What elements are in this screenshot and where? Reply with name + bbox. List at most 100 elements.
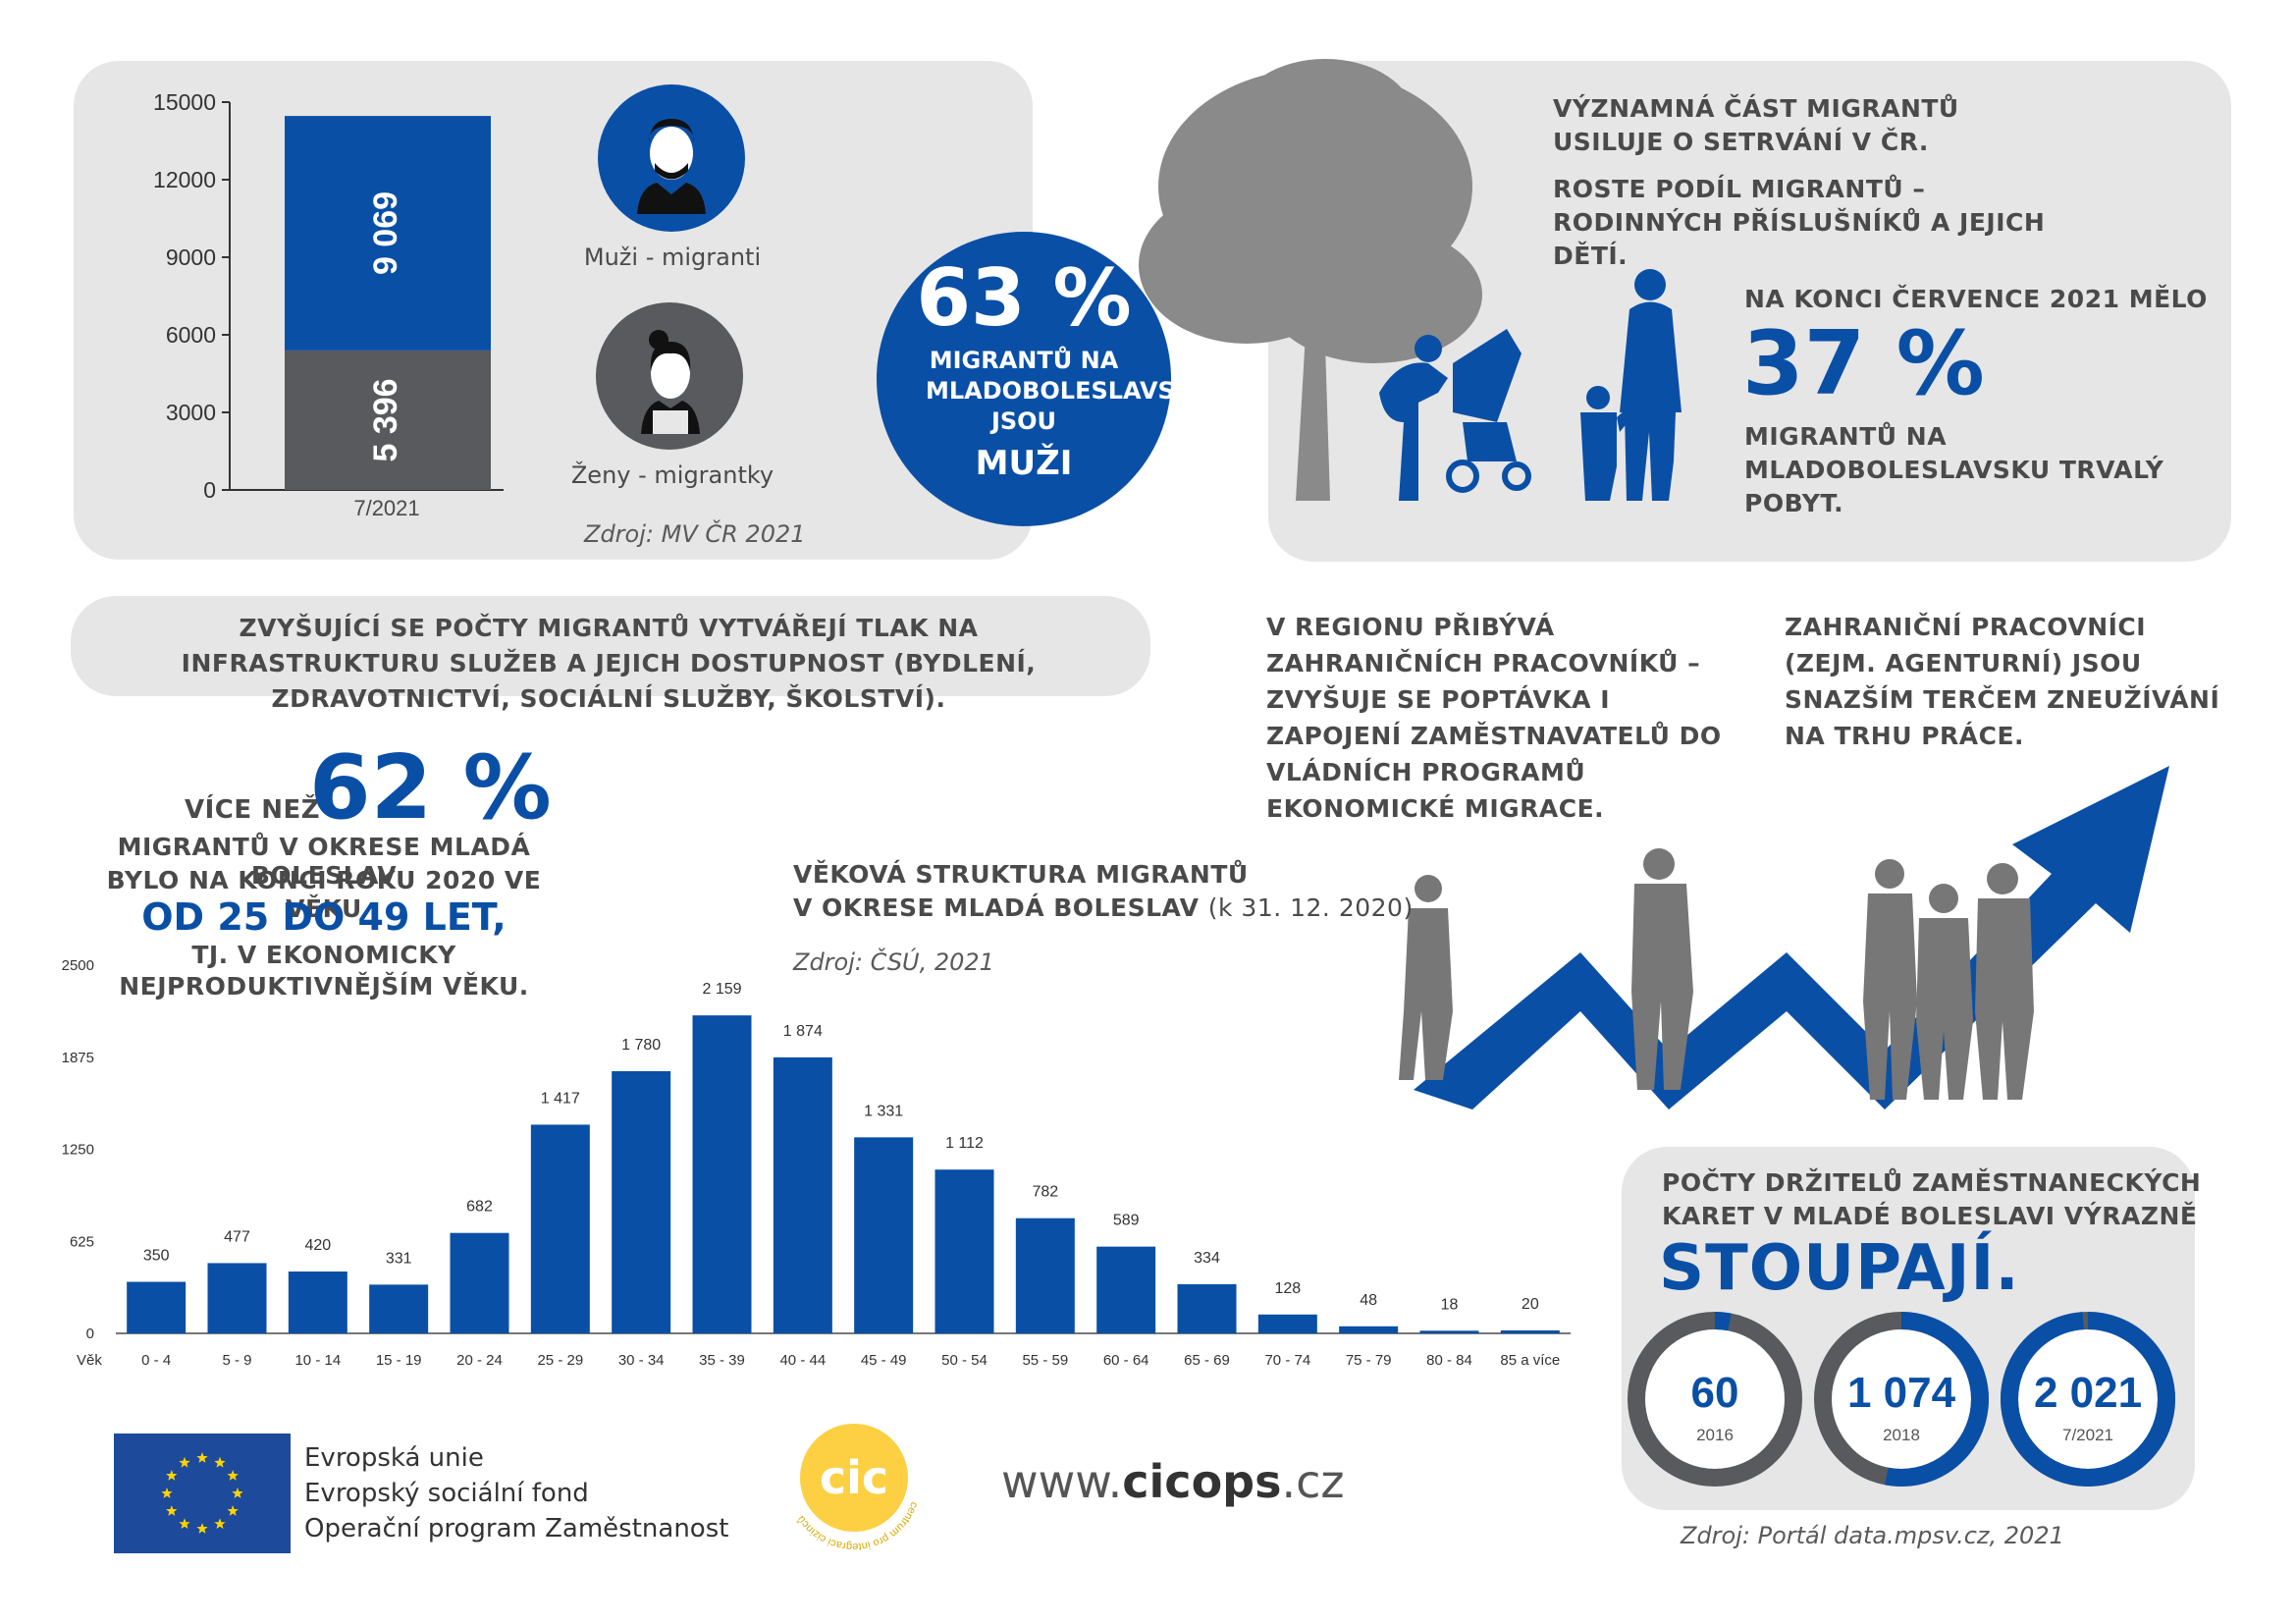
age-bar <box>127 1281 187 1333</box>
age-category-label: 50 - 54 <box>941 1352 988 1369</box>
svg-text:centrum pro integraci cizinců: centrum pro integraci cizinců <box>795 1500 920 1551</box>
cards-donuts: 60 2016 1 074 2018 2 021 7/2021 <box>1628 1312 2175 1487</box>
residence-intro: NA KONCI ČERVENCE 2021 MĚLO <box>1744 285 2208 313</box>
age-bar-value-label: 1 780 <box>621 1037 661 1054</box>
age-bar-value-label: 18 <box>1441 1296 1459 1313</box>
age-bar <box>773 1056 832 1333</box>
age-bar-value-label: 1 417 <box>541 1090 580 1107</box>
age-bar <box>288 1272 347 1333</box>
website-suffix: .cz <box>1281 1455 1345 1508</box>
age-bar-value-label: 1 331 <box>864 1103 903 1119</box>
pressure-panel <box>71 596 1150 696</box>
cic-logo-text: cic <box>819 1451 889 1504</box>
age-bar <box>612 1071 671 1333</box>
age-bar <box>854 1137 914 1333</box>
age-bar-value-label: 2 159 <box>702 981 741 998</box>
age-bar-value-label: 20 <box>1522 1296 1539 1313</box>
cic-logo-icon <box>800 1424 908 1532</box>
donut-value: 1 074 <box>1847 1369 1956 1417</box>
age-stat-percent: 62 % <box>309 736 552 839</box>
eu-line-2: Evropský sociální fond <box>304 1479 589 1508</box>
gender-y-tick-label: 9000 <box>166 244 216 270</box>
age-bar-value-label: 350 <box>143 1248 170 1265</box>
eu-star-icon <box>227 1470 239 1481</box>
age-stat-prefix: VÍCE NEŽ <box>185 795 321 825</box>
growth-arrow-illustration <box>1399 766 2169 1110</box>
eu-star-icon <box>166 1470 178 1481</box>
age-chart-title-2-main: V OKRESE MLADÁ BOLESLAV <box>793 893 1200 922</box>
family-silhouette-icon <box>1379 269 1682 501</box>
eu-star-icon <box>214 1518 226 1529</box>
gender-bar-value-label: 5 396 <box>367 378 404 461</box>
age-y-tick-label: 1875 <box>62 1050 94 1066</box>
age-stat-range: OD 25 DO 49 LET, <box>141 895 507 939</box>
age-category-label: 30 - 34 <box>618 1352 665 1369</box>
age-stat-line-4: NEJPRODUKTIVNĚJŠÍM VĚKU. <box>119 972 529 1001</box>
age-bar-value-label: 1 874 <box>783 1023 823 1040</box>
men-percent-word: MUŽI <box>975 443 1073 483</box>
residence-text: MIGRANTŮ NA MLADOBOLESLAVSKU TRVALÝ POBY… <box>1744 422 2164 517</box>
gender-bar-segment <box>285 116 491 351</box>
gender-chart-bars: 5 396 9 069 <box>285 116 491 490</box>
eu-star-icon <box>179 1456 190 1468</box>
age-bar <box>1339 1326 1399 1333</box>
age-category-label: 75 - 79 <box>1346 1352 1392 1369</box>
tree-illustration <box>1139 59 1482 501</box>
age-category-label: 40 - 44 <box>779 1352 826 1369</box>
gender-bar-segment <box>285 350 491 490</box>
eu-star-icon <box>166 1505 178 1516</box>
age-bar-value-label: 782 <box>1032 1184 1058 1201</box>
age-chart-title-1: VĚKOVÁ STRUKTURA MIGRANTŮ <box>793 860 1249 889</box>
gender-bar-value-label: 9 069 <box>367 191 404 275</box>
donut-fill <box>1814 1312 1989 1487</box>
age-category-label: 65 - 69 <box>1184 1352 1230 1369</box>
website-prefix: www. <box>1001 1455 1123 1508</box>
eu-star-icon <box>214 1456 226 1468</box>
website-link[interactable]: www.cicops.cz <box>1001 1455 1345 1508</box>
age-bar-value-label: 331 <box>386 1250 412 1267</box>
age-stat-line-2: BYLO NA KONCI ROKU 2020 VE VĚKU <box>106 866 542 923</box>
age-category-label: 5 - 9 <box>222 1352 251 1369</box>
age-chart-title-2: V OKRESE MLADÁ BOLESLAV (k 31. 12. 2020) <box>793 893 1414 922</box>
age-bar <box>1419 1330 1479 1333</box>
cic-logo-ring: centrum pro integraci cizinců <box>795 1500 920 1551</box>
eu-star-icon <box>232 1488 243 1498</box>
eu-flag-icon <box>114 1434 291 1553</box>
women-label: Ženy - migrantky <box>570 461 774 489</box>
age-category-label: 0 - 4 <box>141 1352 171 1369</box>
eu-star-icon <box>196 1523 208 1534</box>
age-category-label: 20 - 24 <box>456 1352 503 1369</box>
men-avatar-icon <box>598 84 745 232</box>
family-line-1: VÝZNAMNÁ ČÁST MIGRANTŮ USILUJE O SETRVÁN… <box>1553 94 1959 156</box>
gender-y-tick-label: 0 <box>203 477 216 503</box>
eu-star-icon <box>179 1518 190 1529</box>
age-chart-axis: 0 625 1250 1875 2500 <box>62 957 1571 1342</box>
gender-y-tick-label: 15000 <box>153 89 216 115</box>
residence-percent: 37 % <box>1742 312 1985 415</box>
age-bar-value-label: 1 112 <box>945 1135 984 1152</box>
men-percent-text: MIGRANTŮ NA MLADOBOLESLAVSKU JSOU <box>926 347 1212 436</box>
age-category-label: 35 - 39 <box>699 1352 745 1369</box>
donut-year: 7/2021 <box>2062 1426 2113 1444</box>
age-bar-value-label: 477 <box>224 1228 250 1245</box>
gender-chart: 0 3000 6000 9000 12000 15000 5 396 9 069 7/202… <box>153 89 504 520</box>
gender-source: Zdroj: MV ČR 2021 <box>584 520 806 548</box>
age-chart-source: Zdroj: ČSÚ, 2021 <box>793 948 994 976</box>
donut-fill <box>1628 1312 1802 1487</box>
donut-value: 60 <box>1691 1369 1739 1417</box>
age-bar-value-label: 420 <box>304 1237 331 1254</box>
age-bar-value-label: 128 <box>1274 1280 1301 1297</box>
eu-star-icon <box>161 1488 173 1498</box>
family-line-2: ROSTE PODÍL MIGRANTŮ – RODINNÝCH PŘÍSLUŠ… <box>1553 175 2046 270</box>
gender-chart-category: 7/2021 <box>353 496 419 520</box>
cards-source: Zdroj: Portál data.mpsv.cz, 2021 <box>1681 1522 2064 1549</box>
age-category-label: 85 a více <box>1500 1352 1560 1369</box>
age-bar-value-label: 334 <box>1194 1250 1220 1267</box>
gender-y-tick-label: 6000 <box>166 322 216 348</box>
age-bar <box>1096 1246 1156 1333</box>
website-bold: cicops <box>1122 1455 1282 1508</box>
age-bar <box>1500 1330 1560 1333</box>
age-bar <box>692 1015 752 1333</box>
women-avatar-icon <box>596 302 743 450</box>
age-category-label: 60 - 64 <box>1103 1352 1149 1369</box>
